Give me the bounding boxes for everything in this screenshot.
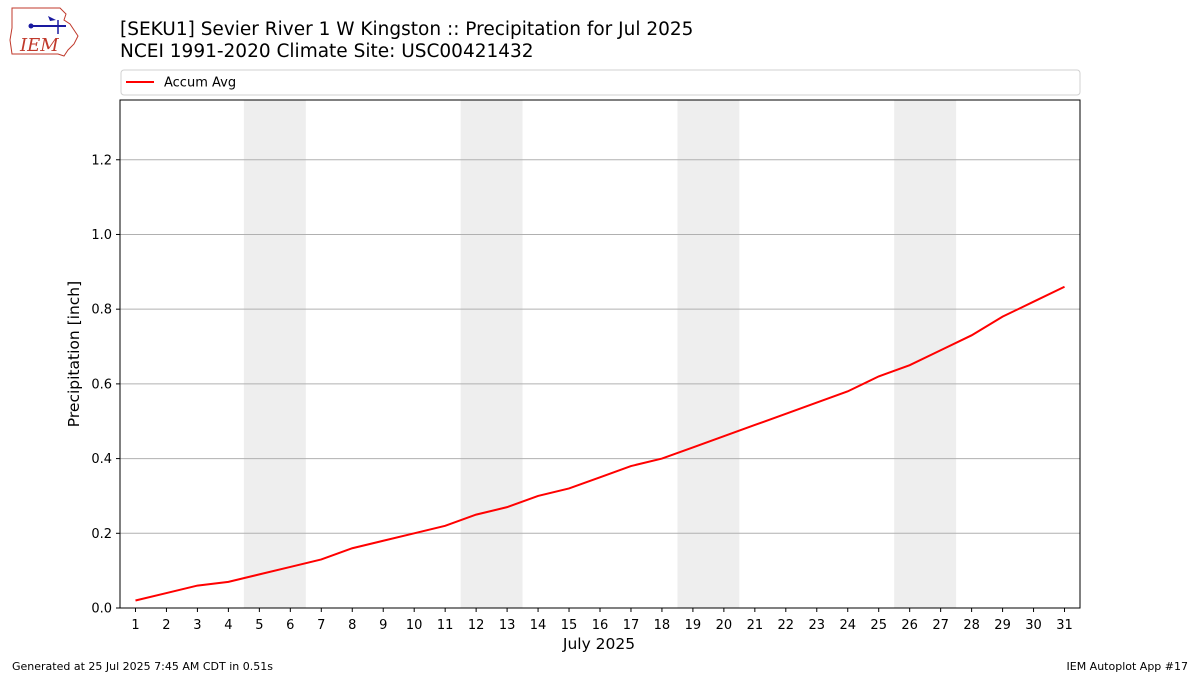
x-tick-label: 14 [530,618,547,633]
x-tick-label: 16 [592,618,609,633]
series-line-accum-avg [135,285,1065,602]
weekend-band-1 [243,100,306,608]
x-tick-label: 2 [162,618,170,633]
x-tick-label: 11 [437,618,454,633]
footer-app: IEM Autoplot App #17 [1067,660,1189,673]
x-tick-label: 24 [839,618,856,633]
x-tick-label: 18 [654,618,671,633]
plot-area: 0.00.20.40.60.81.01.2 1 2 3 4 5 6 7 8 9 10 11 12 13 1… [91,99,1081,633]
y-axis-label: Precipitation [inch] [65,281,83,427]
x-tick-label: 20 [716,618,733,633]
weekend-band-4 [894,100,957,608]
y-gridlines [120,159,1080,534]
y-tick-label: 1.0 [91,228,112,243]
x-tick-label: 29 [994,618,1011,633]
legend: Accum Avg [120,69,1081,96]
y-tick-label: 0.8 [91,303,112,318]
x-axis-label: July 2025 [562,635,635,653]
iowa-outline-icon [9,7,79,57]
legend-label-accum-avg: Accum Avg [164,76,236,91]
logo-text: IEM [19,35,59,56]
x-tick-label: 4 [224,618,232,633]
x-axis-ticks: 1 2 3 4 5 6 7 8 9 10 11 12 13 14 15 16 17 18 19 20 21 22 23 24 2… [131,608,1073,633]
station-dot-icon [28,23,34,29]
x-tick-label: 3 [193,618,201,633]
x-tick-label: 5 [255,618,263,633]
x-tick-label: 27 [932,618,949,633]
x-tick-label: 6 [286,618,294,633]
chart-subtitle: NCEI 1991-2020 Climate Site: USC00421432 [120,41,534,62]
x-tick-label: 23 [809,618,826,633]
y-tick-label: 0.0 [91,602,112,617]
x-tick-label: 10 [406,618,423,633]
x-tick-label: 28 [963,618,980,633]
x-tick-label: 12 [468,618,485,633]
x-tick-label: 25 [870,618,887,633]
y-tick-label: 1.2 [91,153,112,168]
x-tick-label: 21 [747,618,764,633]
x-tick-label: 7 [317,618,325,633]
x-tick-label: 8 [348,618,356,633]
x-tick-label: 13 [499,618,516,633]
x-tick-label: 31 [1056,618,1073,633]
x-tick-label: 19 [685,618,702,633]
x-tick-label: 1 [131,618,139,633]
y-axis-ticks: 0.0 0.2 0.4 0.6 0.8 1.0 1.2 [91,153,120,617]
x-tick-label: 30 [1025,618,1042,633]
iem-logo: IEM [9,7,79,57]
footer-generated: Generated at 25 Jul 2025 7:45 AM CDT in … [12,660,273,673]
chart-title: [SEKU1] Sevier River 1 W Kingston :: Pre… [120,19,693,40]
weekend-bands [243,100,957,608]
x-tick-label: 17 [623,618,640,633]
wind-vane-icon [48,16,56,21]
legend-box [120,69,1081,96]
y-tick-label: 0.2 [91,527,112,542]
x-tick-label: 22 [778,618,795,633]
x-tick-label: 9 [379,618,387,633]
x-tick-label: 26 [901,618,918,633]
x-tick-label: 15 [561,618,578,633]
y-tick-label: 0.6 [91,377,112,392]
weekend-band-3 [677,100,740,608]
weekend-band-2 [460,100,523,608]
y-tick-label: 0.4 [91,452,112,467]
